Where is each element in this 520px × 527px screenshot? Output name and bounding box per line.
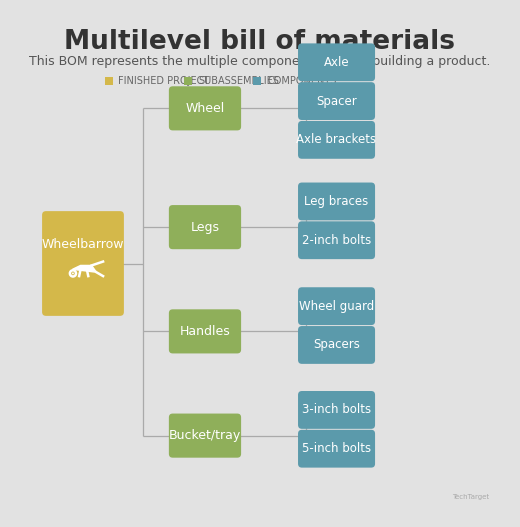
FancyBboxPatch shape <box>253 76 262 85</box>
Text: Leg braces: Leg braces <box>304 195 369 208</box>
Text: This BOM represents the multiple components used in building a product.: This BOM represents the multiple compone… <box>29 55 491 69</box>
Circle shape <box>70 270 76 277</box>
Text: SUBASSEMBLIES: SUBASSEMBLIES <box>198 76 279 86</box>
Text: Bucket/tray: Bucket/tray <box>169 429 241 442</box>
FancyBboxPatch shape <box>169 309 241 354</box>
FancyBboxPatch shape <box>42 211 124 316</box>
Text: 5-inch bolts: 5-inch bolts <box>302 442 371 455</box>
Text: Wheelbarrow: Wheelbarrow <box>42 238 124 251</box>
Text: Spacers: Spacers <box>313 338 360 352</box>
Text: FINISHED PROJECT: FINISHED PROJECT <box>119 76 210 86</box>
FancyBboxPatch shape <box>105 76 113 85</box>
FancyBboxPatch shape <box>298 391 375 429</box>
Text: 2-inch bolts: 2-inch bolts <box>302 234 371 247</box>
Text: Wheel guard: Wheel guard <box>299 300 374 313</box>
FancyBboxPatch shape <box>298 287 375 325</box>
Text: Axle brackets: Axle brackets <box>296 133 376 147</box>
FancyBboxPatch shape <box>298 43 375 81</box>
FancyBboxPatch shape <box>298 82 375 120</box>
Text: Axle: Axle <box>324 56 349 69</box>
Circle shape <box>72 272 74 275</box>
FancyBboxPatch shape <box>298 430 375 467</box>
FancyBboxPatch shape <box>298 326 375 364</box>
Text: Legs: Legs <box>190 221 219 233</box>
FancyBboxPatch shape <box>169 414 241 457</box>
Polygon shape <box>72 266 96 272</box>
FancyBboxPatch shape <box>169 86 241 130</box>
Text: COMPONENTS: COMPONENTS <box>267 76 336 86</box>
FancyBboxPatch shape <box>298 121 375 159</box>
Text: 3-inch bolts: 3-inch bolts <box>302 404 371 416</box>
FancyBboxPatch shape <box>184 76 192 85</box>
Text: Multilevel bill of materials: Multilevel bill of materials <box>64 29 456 55</box>
Text: Spacer: Spacer <box>316 94 357 108</box>
Text: TechTarget: TechTarget <box>452 494 490 500</box>
FancyBboxPatch shape <box>298 221 375 259</box>
Text: Handles: Handles <box>179 325 230 338</box>
FancyBboxPatch shape <box>169 205 241 249</box>
Text: Wheel: Wheel <box>185 102 225 115</box>
FancyBboxPatch shape <box>298 182 375 220</box>
